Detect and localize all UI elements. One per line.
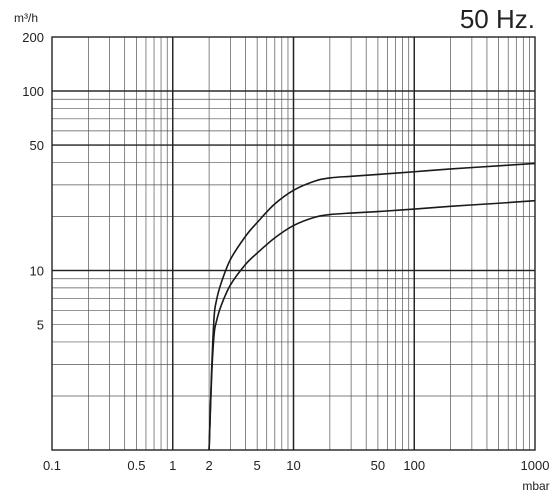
y-tick-label: 5 — [37, 318, 44, 333]
x-tick-label: 50 — [371, 458, 385, 473]
y-tick-label: 10 — [30, 264, 44, 279]
x-tick-labels: 0.1 0.5 1 2 5 10 50 100 1000 — [43, 458, 550, 473]
y-tick-labels: 200 100 50 10 5 — [22, 30, 44, 333]
x-tick-label: 100 — [403, 458, 425, 473]
series-layer — [208, 162, 536, 451]
x-tick-label: 0.1 — [43, 458, 61, 473]
x-tick-label: 1 — [169, 458, 176, 473]
x-tick-label: 5 — [254, 458, 261, 473]
x-axis-label: mbar — [522, 479, 549, 493]
x-tick-label: 1000 — [521, 458, 550, 473]
x-tick-label: 10 — [286, 458, 300, 473]
x-tick-label: 0.5 — [127, 458, 145, 473]
y-tick-label: 200 — [22, 30, 44, 45]
chart-title: 50 Hz. — [460, 4, 535, 34]
series-line-upper — [208, 162, 536, 451]
y-tick-label: 50 — [30, 138, 44, 153]
major-grid — [52, 37, 535, 450]
series-line-lower — [208, 199, 536, 451]
x-tick-label: 2 — [205, 458, 212, 473]
plot-frame — [51, 36, 536, 451]
y-tick-label: 100 — [22, 84, 44, 99]
y-axis-label: m³/h — [14, 11, 38, 25]
